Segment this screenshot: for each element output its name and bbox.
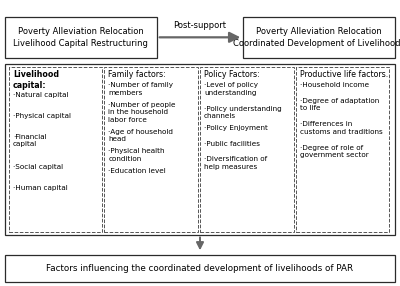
Bar (9, 67, 102, 232)
Text: ·Level of policy
understanding: ·Level of policy understanding (204, 82, 258, 96)
Bar (296, 67, 389, 232)
Text: ·Physical health
condition: ·Physical health condition (108, 148, 165, 162)
Text: Livelihood
capital:: Livelihood capital: (13, 70, 59, 90)
Bar (5, 255, 395, 282)
Text: ·Physical capital: ·Physical capital (13, 113, 71, 119)
Text: ·Age of household
head: ·Age of household head (108, 129, 174, 142)
Bar (243, 17, 395, 58)
Text: ·Natural capital: ·Natural capital (13, 92, 68, 98)
Text: Poverty Alleviation Relocation
Livelihood Capital Restructuring: Poverty Alleviation Relocation Livelihoo… (13, 27, 148, 48)
FancyArrowPatch shape (160, 33, 238, 42)
FancyArrowPatch shape (197, 237, 203, 248)
Text: ·Policy understanding
channels: ·Policy understanding channels (204, 106, 282, 119)
Text: Factors influencing the coordinated development of livelihoods of PAR: Factors influencing the coordinated deve… (46, 264, 354, 273)
Text: ·Policy Enjoyment: ·Policy Enjoyment (204, 125, 268, 131)
Text: ·Social capital: ·Social capital (13, 164, 63, 170)
Text: ·Degree of adaptation
to life: ·Degree of adaptation to life (300, 98, 379, 111)
Bar (5, 64, 395, 235)
Text: ·Financial
capital: ·Financial capital (13, 134, 46, 147)
Text: Productive life factors.: Productive life factors. (300, 70, 388, 79)
Text: ·Degree of role of
government sector: ·Degree of role of government sector (300, 145, 368, 158)
Text: Poverty Alleviation Relocation
Coordinated Development of Livelihoods: Poverty Alleviation Relocation Coordinat… (233, 27, 400, 48)
Text: ·Human capital: ·Human capital (13, 185, 68, 191)
Text: ·Household income: ·Household income (300, 82, 369, 88)
Text: ·Diversification of
help measures: ·Diversification of help measures (204, 156, 267, 170)
Text: ·Public facilities: ·Public facilities (204, 141, 260, 147)
Text: ·Number of people
in the household
labor force: ·Number of people in the household labor… (108, 102, 176, 122)
Bar (5, 17, 157, 58)
Text: ·Education level: ·Education level (108, 168, 166, 174)
Text: Policy Factors:: Policy Factors: (204, 70, 260, 79)
Bar (200, 67, 294, 232)
Text: Post-support: Post-support (174, 21, 226, 30)
Text: Family factors:: Family factors: (108, 70, 166, 79)
Text: ·Number of family
members: ·Number of family members (108, 82, 174, 96)
Text: ·Differences in
customs and traditions: ·Differences in customs and traditions (300, 121, 382, 135)
Bar (104, 67, 198, 232)
